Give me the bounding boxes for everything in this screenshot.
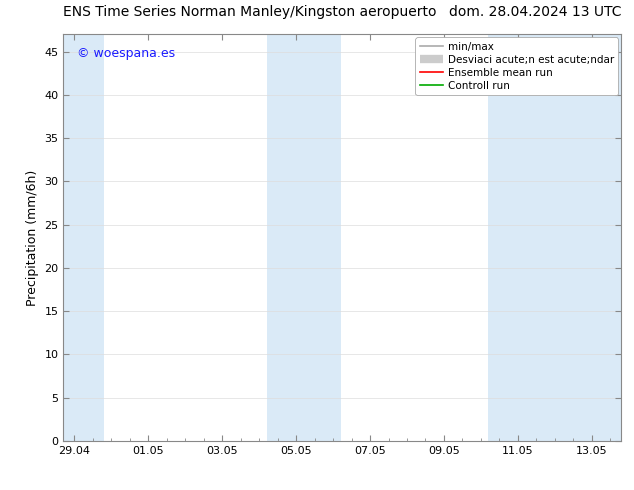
Bar — [63, 34, 104, 441]
Text: ENS Time Series Norman Manley/Kingston aeropuerto: ENS Time Series Norman Manley/Kingston a… — [63, 5, 437, 19]
Y-axis label: Precipitation (mm/6h): Precipitation (mm/6h) — [26, 170, 39, 306]
Bar — [488, 34, 621, 441]
Text: dom. 28.04.2024 13 UTC: dom. 28.04.2024 13 UTC — [449, 5, 621, 19]
Legend: min/max, Desviaci acute;n est acute;ndar, Ensemble mean run, Controll run: min/max, Desviaci acute;n est acute;ndar… — [415, 37, 618, 95]
Text: © woespana.es: © woespana.es — [77, 47, 176, 59]
Bar — [267, 34, 340, 441]
